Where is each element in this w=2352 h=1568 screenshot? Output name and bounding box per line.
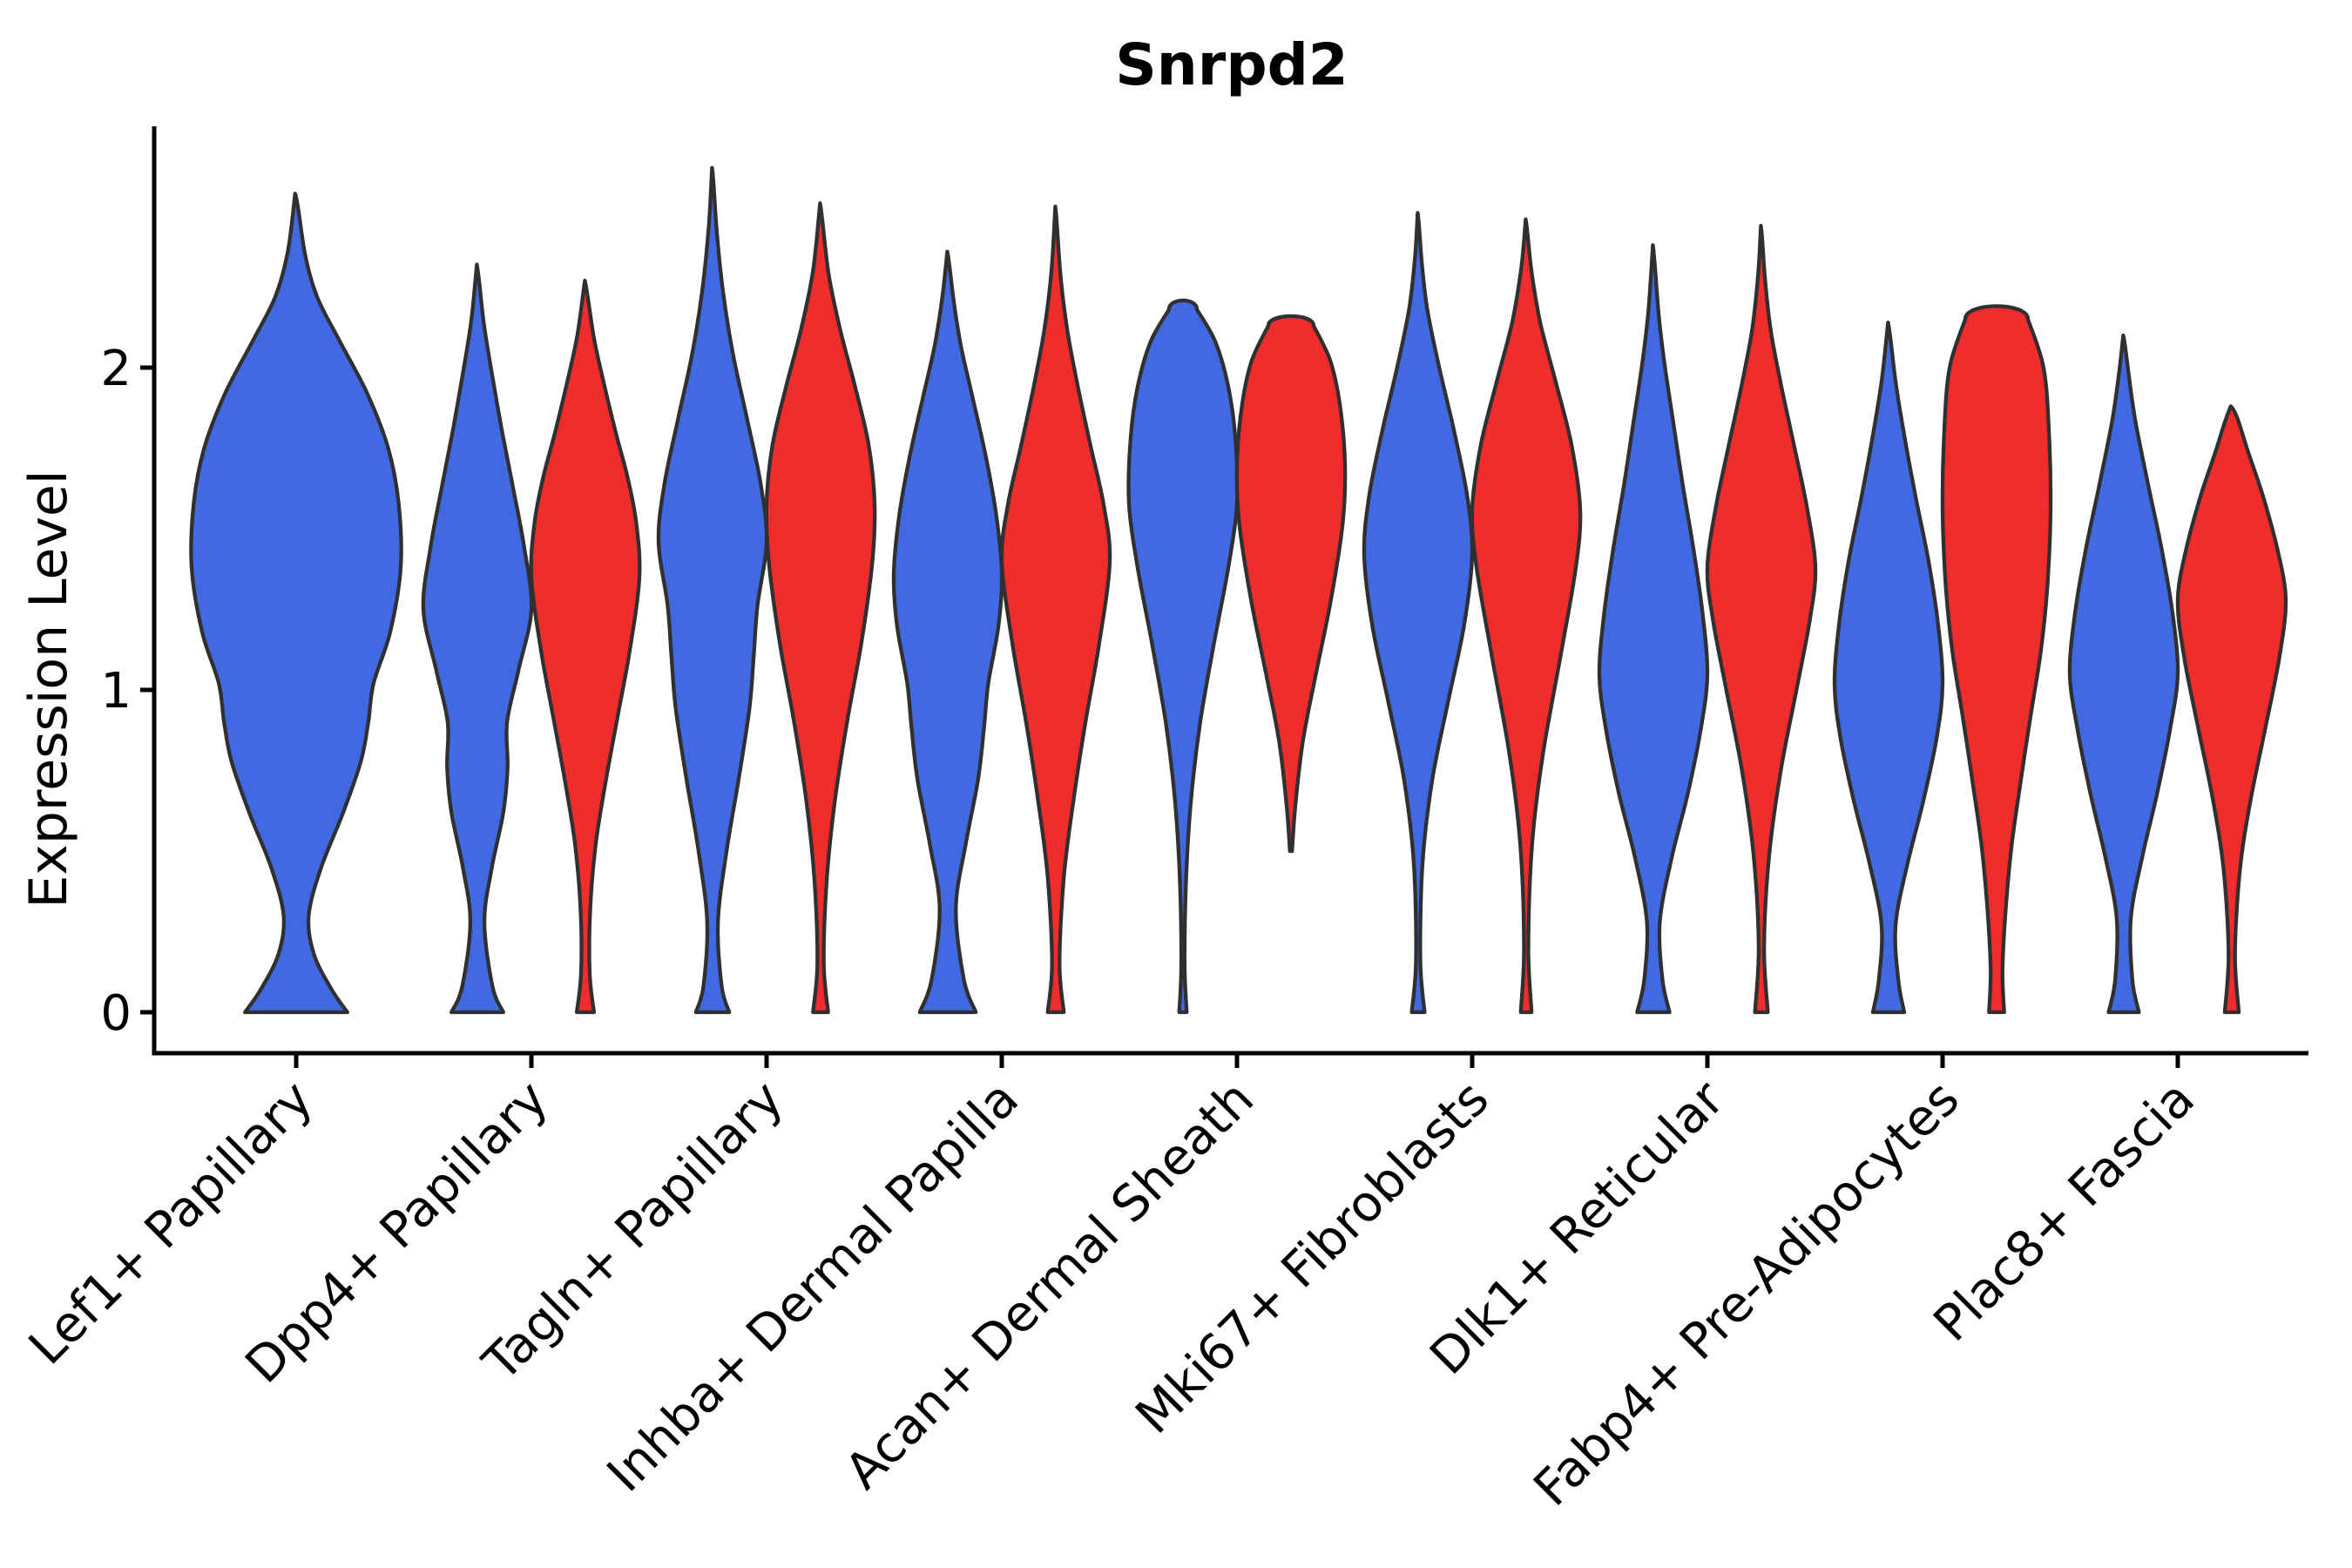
x-tick-label-4: Acan+ Dermal Sheath: [835, 1070, 1265, 1500]
x-tick-label-3: Inhba+ Dermal Papilla: [597, 1070, 1030, 1503]
violin-4-blue: [1126, 298, 1240, 1015]
violin-6-red: [1705, 224, 1818, 1015]
violin-7-blue: [1832, 321, 1945, 1015]
violin-3-blue: [891, 249, 1004, 1015]
axes-layer: [140, 126, 2308, 1068]
violin-6-blue: [1597, 243, 1710, 1015]
violin-5-blue: [1362, 211, 1475, 1015]
violin-1-blue: [421, 262, 534, 1015]
violin-5-red: [1470, 217, 1583, 1015]
violins-layer: [189, 166, 2288, 1015]
plot-title: Snrpd2: [1115, 31, 1348, 98]
violin-1-red: [529, 278, 642, 1015]
violin-8-red: [2175, 404, 2288, 1015]
y-axis-label: Expression Level: [18, 470, 79, 908]
violin-3-red: [999, 204, 1112, 1015]
y-tick-label: 1: [100, 663, 132, 720]
violin-8-blue: [2067, 333, 2180, 1015]
y-tick-label: 0: [100, 985, 132, 1042]
y-tick-labels: 0 1 2: [100, 341, 132, 1042]
violin-2-blue: [656, 166, 769, 1015]
violin-0-blue: [189, 192, 403, 1015]
y-tick-label: 2: [100, 341, 132, 397]
violin-7-red: [1940, 304, 2053, 1015]
x-tick-label-7: Fabp4+ Pre-Adipocytes: [1523, 1070, 1970, 1517]
violin-4-red: [1234, 314, 1348, 854]
violin-2-red: [764, 201, 877, 1015]
